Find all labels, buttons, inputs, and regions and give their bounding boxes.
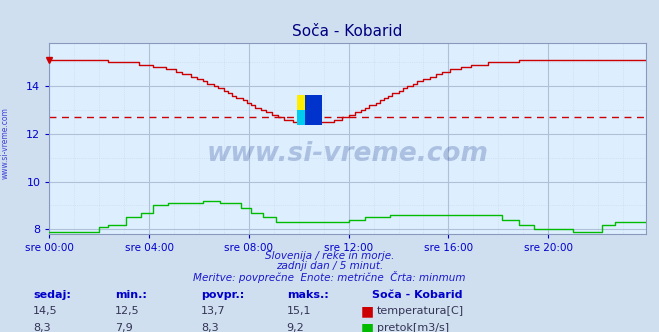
Title: Soča - Kobarid: Soča - Kobarid	[293, 24, 403, 39]
Text: Slovenija / reke in morje.: Slovenija / reke in morje.	[265, 251, 394, 261]
Text: ■: ■	[361, 304, 374, 318]
Text: maks.:: maks.:	[287, 290, 328, 300]
Text: 13,7: 13,7	[201, 306, 225, 316]
Text: pretok[m3/s]: pretok[m3/s]	[377, 323, 449, 332]
Text: Meritve: povprečne  Enote: metrične  Črta: minmum: Meritve: povprečne Enote: metrične Črta:…	[193, 271, 466, 283]
Text: 7,9: 7,9	[115, 323, 133, 332]
Text: zadnji dan / 5 minut.: zadnji dan / 5 minut.	[276, 261, 383, 271]
Text: 9,2: 9,2	[287, 323, 304, 332]
FancyBboxPatch shape	[297, 110, 314, 125]
Text: sedaj:: sedaj:	[33, 290, 71, 300]
Text: ■: ■	[361, 321, 374, 332]
Text: 8,3: 8,3	[33, 323, 51, 332]
Text: www.si-vreme.com: www.si-vreme.com	[207, 141, 488, 167]
FancyBboxPatch shape	[297, 95, 314, 110]
Text: www.si-vreme.com: www.si-vreme.com	[1, 107, 10, 179]
Text: povpr.:: povpr.:	[201, 290, 244, 300]
Text: 12,5: 12,5	[115, 306, 140, 316]
Text: 8,3: 8,3	[201, 323, 219, 332]
Text: 14,5: 14,5	[33, 306, 57, 316]
Text: 15,1: 15,1	[287, 306, 311, 316]
Text: Soča - Kobarid: Soča - Kobarid	[372, 290, 463, 300]
FancyBboxPatch shape	[305, 95, 322, 125]
Text: temperatura[C]: temperatura[C]	[377, 306, 464, 316]
Text: min.:: min.:	[115, 290, 147, 300]
